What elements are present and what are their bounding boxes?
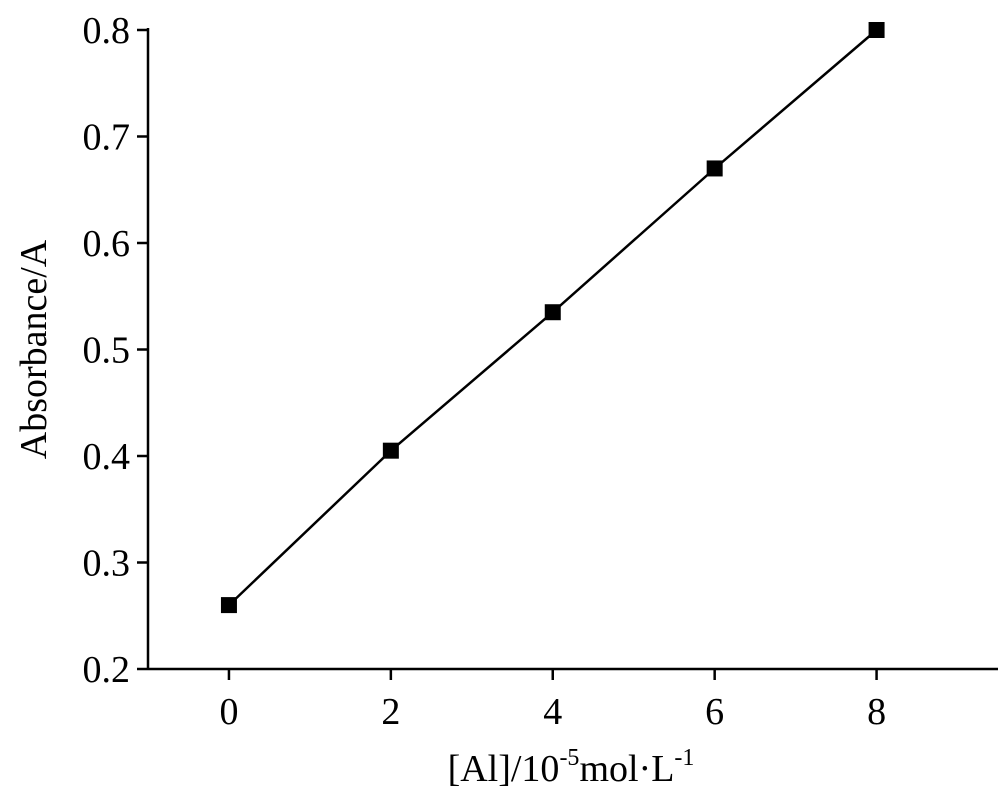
x-tick-label: 8: [867, 691, 886, 733]
x-tick-label: 6: [705, 691, 724, 733]
x-axis-title-mid: mol·L: [579, 748, 674, 790]
x-axis-title: [Al]/10-5mol·L-1: [448, 745, 695, 790]
y-tick-label: 0.7: [83, 117, 131, 159]
y-tick-label: 0.6: [83, 223, 131, 265]
x-axis-title-exponent-1: -5: [559, 745, 579, 771]
y-ticks: 0.2 0.3 0.4 0.5 0.6 0.7 0.8: [83, 10, 148, 691]
data-point: [220, 597, 237, 614]
x-tick-label: 0: [219, 691, 238, 733]
y-axis-title: Absorbance/A: [13, 239, 55, 459]
data-point: [382, 442, 399, 459]
x-tick-label: 2: [381, 691, 400, 733]
data-point: [544, 304, 561, 321]
y-tick-label: 0.4: [83, 436, 131, 478]
axes: [146, 28, 998, 671]
x-tick-label: 4: [543, 691, 562, 733]
data-point: [868, 22, 885, 38]
y-tick-label: 0.2: [83, 649, 131, 691]
y-tick-label: 0.8: [83, 10, 131, 52]
data-point: [706, 160, 723, 177]
x-axis-title-exponent-2: -1: [674, 745, 694, 771]
y-tick-label: 0.5: [83, 330, 131, 372]
x-axis-title-prefix: [Al]/10: [448, 748, 560, 790]
x-ticks: 0 2 4 6 8: [219, 669, 886, 733]
y-tick-label: 0.3: [83, 543, 131, 585]
plot-area: [220, 22, 885, 614]
